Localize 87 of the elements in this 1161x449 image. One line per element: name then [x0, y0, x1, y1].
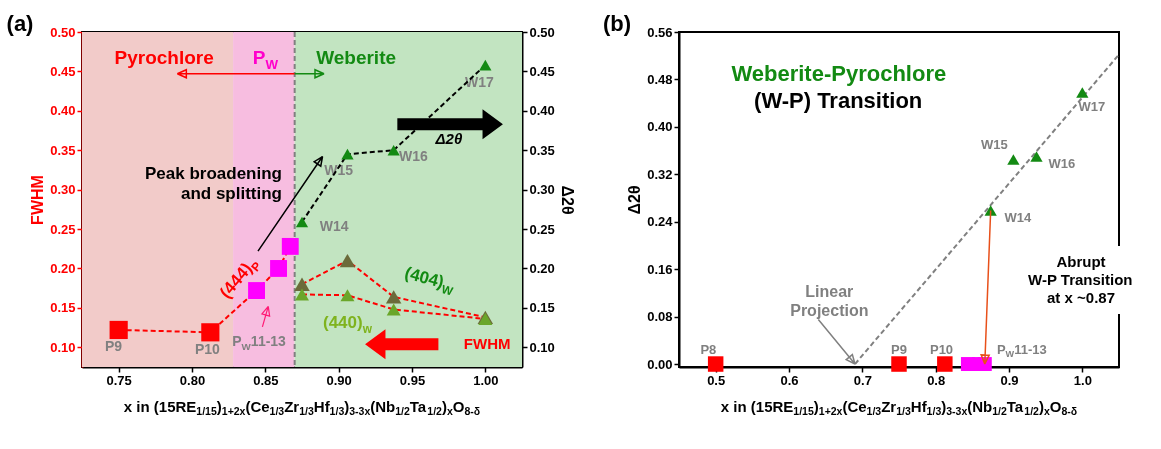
y2-tick-label: 0.35 [529, 142, 555, 158]
y-axis-title: Δ2θ [626, 185, 644, 215]
point [1030, 151, 1043, 162]
x-tick-label: 1.0 [1073, 372, 1092, 388]
point [479, 59, 492, 71]
annotation: Linear Projection [790, 283, 869, 320]
y2-tick-label: 0.50 [529, 24, 555, 40]
annotation: P10 [194, 340, 221, 357]
annotation: W15 [980, 136, 1008, 152]
annotation: FWHM [463, 335, 511, 353]
x-tick-label: 0.7 [853, 372, 872, 388]
y2-tick-label: 0.15 [529, 300, 555, 316]
x-tick-label: 0.6 [780, 372, 799, 388]
y-tick-label: 0.50 [50, 24, 76, 40]
y-tick-label: 0.48 [647, 71, 673, 87]
point [891, 356, 907, 372]
point [937, 356, 953, 372]
y-tick-label: 0.32 [647, 166, 673, 182]
x-tick-label: 0.80 [179, 372, 206, 388]
y-tick-label: 0.20 [50, 260, 76, 276]
y-tick-label: 0.40 [647, 119, 673, 135]
point [386, 303, 401, 316]
y-tick-label: 0.10 [50, 339, 76, 355]
point [387, 144, 400, 156]
point [295, 288, 309, 301]
point [295, 216, 309, 228]
annotation: Weberite-Pyrochlore [731, 61, 947, 86]
annotation: Peak broadening and splitting [145, 163, 282, 204]
annotation: (404)W [402, 263, 456, 299]
y-tick-label: 0.56 [647, 24, 673, 40]
y-tick-label: 0.35 [50, 142, 76, 158]
annotation: Δ2θ [434, 130, 463, 148]
y2-axis-title: Δ2θ [558, 185, 576, 215]
point [339, 253, 356, 268]
y-tick-label: 0.15 [50, 300, 76, 316]
point [1007, 154, 1020, 165]
point [281, 237, 299, 255]
x-tick-label: 1.00 [473, 372, 499, 388]
annotation: Weberite [316, 47, 397, 69]
point [707, 356, 724, 372]
annotation: P8 [700, 341, 717, 357]
y-tick-label: 0.45 [50, 63, 76, 79]
annotation: P10 [929, 341, 954, 357]
annotation: W16 [399, 147, 429, 164]
y-axis-title: FWHM [29, 175, 47, 225]
y2-tick-label: 0.10 [529, 339, 555, 355]
x-tick-label: 0.5 [707, 372, 726, 388]
x-tick-label: 0.90 [326, 372, 352, 388]
point [109, 320, 128, 340]
point [270, 260, 287, 277]
annotation: W14 [1004, 209, 1032, 225]
point [1076, 87, 1089, 98]
x-tick-label: 0.85 [253, 372, 279, 388]
y-tick-label: 0.00 [647, 356, 673, 372]
y-tick-label: 0.25 [50, 221, 76, 237]
y2-tick-label: 0.45 [529, 63, 555, 79]
point [294, 277, 310, 291]
annotation: P9 [891, 341, 907, 357]
annotation: W17 [465, 74, 495, 91]
text: (b) [602, 11, 632, 36]
annotation: W17 [1078, 99, 1106, 115]
x-tick-label: 0.9 [1000, 372, 1019, 388]
annotation: (W-P) Transition [754, 88, 923, 113]
y2-tick-label: 0.20 [529, 260, 555, 276]
y-tick-label: 0.16 [647, 261, 673, 277]
y2-tick-label: 0.25 [529, 221, 555, 237]
annotation: P9 [104, 338, 123, 355]
annotation: W16 [1048, 155, 1076, 171]
y-tick-label: 0.30 [50, 182, 76, 198]
point [340, 289, 355, 302]
point [341, 148, 354, 160]
annotation: W14 [319, 218, 349, 235]
x-tick-label: 0.95 [399, 372, 426, 388]
annotation: W15 [324, 161, 354, 178]
y-tick-label: 0.08 [647, 309, 673, 325]
y2-tick-label: 0.40 [529, 103, 555, 119]
y-tick-label: 0.40 [50, 103, 76, 119]
y-tick-label: 0.24 [647, 214, 674, 230]
x-tick-label: 0.8 [927, 372, 946, 388]
point [385, 290, 402, 304]
annotation: Pyrochlore [114, 47, 214, 69]
y2-tick-label: 0.30 [529, 182, 555, 198]
text: (a) [6, 11, 34, 36]
point [201, 323, 220, 342]
x-tick-label: 0.75 [106, 372, 132, 388]
annotation: Abrupt W-P Transition at x ~0.87 [1028, 253, 1133, 306]
point [984, 205, 997, 216]
